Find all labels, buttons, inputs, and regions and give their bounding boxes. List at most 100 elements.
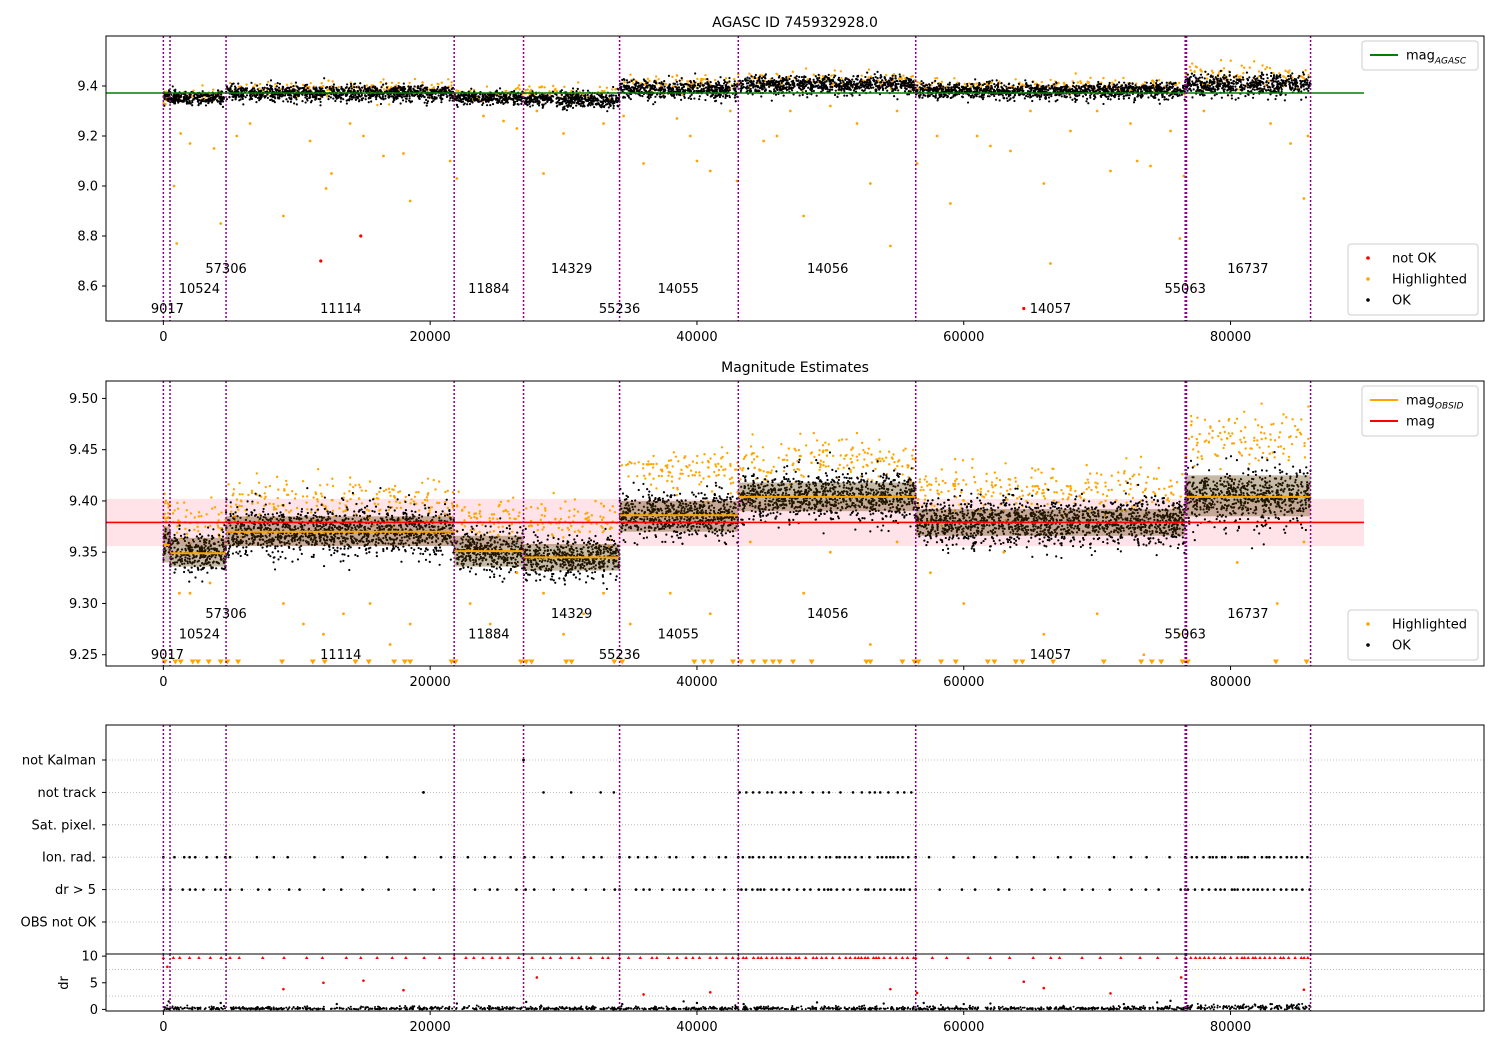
ok-point [890, 78, 893, 82]
highlighted-point [301, 83, 305, 87]
ok-point [899, 75, 902, 78]
ok-point [823, 81, 826, 84]
ok-point [1117, 95, 1120, 98]
highlighted-point [598, 85, 602, 89]
ok-point [171, 85, 174, 88]
ok-point [1160, 81, 1164, 84]
highlighted-point [528, 90, 532, 93]
ok-point [573, 96, 576, 99]
ok-point [566, 101, 569, 104]
ok-point [892, 95, 896, 98]
ok-point [616, 87, 619, 90]
ok-point [901, 80, 904, 83]
ok-point [654, 86, 657, 89]
ok-point [831, 88, 834, 91]
ok-point [804, 90, 808, 93]
highlighted-point [421, 81, 424, 84]
highlighted-point [1287, 71, 1290, 74]
highlighted-point [1282, 75, 1286, 78]
ok-point [397, 84, 400, 88]
ok-point [793, 82, 796, 85]
ok-point [835, 85, 838, 89]
clip-agasc-layer [106, 59, 1364, 311]
ok-point [874, 88, 877, 91]
ok-point [531, 90, 534, 93]
ok-point [1159, 82, 1162, 86]
ok-point [807, 86, 810, 89]
ok-point [727, 90, 730, 93]
highlighted-point [902, 74, 905, 77]
highlighted-point [322, 84, 325, 88]
highlighted-point [530, 88, 533, 91]
highlighted-point [563, 85, 566, 89]
ok-point [612, 85, 615, 89]
ok-point [426, 100, 430, 103]
ok-point [204, 93, 207, 96]
ok-point [822, 87, 825, 90]
ok-point [266, 96, 269, 100]
ok-point [715, 94, 719, 98]
ok-point [682, 89, 685, 93]
highlighted-point [696, 77, 699, 81]
ok-point [221, 105, 225, 108]
highlighted-point [201, 84, 204, 87]
highlighted-point [1219, 59, 1223, 62]
ok-point [1031, 80, 1034, 83]
ok-point [879, 73, 882, 77]
highlighted-point [516, 86, 520, 89]
ok-point [327, 98, 330, 101]
ok-point [741, 79, 744, 83]
highlighted-point [397, 81, 400, 85]
ok-point [552, 95, 555, 98]
ok-point [944, 86, 947, 89]
ok-point [330, 88, 333, 92]
highlighted-point [963, 82, 966, 86]
highlighted-point [998, 80, 1001, 83]
highlighted-point [437, 83, 440, 86]
ok-point [402, 88, 405, 92]
ok-point [498, 87, 502, 90]
ok-point [173, 102, 176, 105]
ok-point [563, 105, 566, 108]
ok-point [208, 98, 211, 101]
ok-point [680, 83, 683, 87]
ok-point [615, 96, 619, 99]
ok-point [384, 94, 387, 98]
ok-point [829, 85, 832, 88]
ok-point [1165, 86, 1168, 89]
ok-point [273, 101, 276, 104]
ok-point [491, 102, 495, 106]
ok-point [289, 86, 292, 89]
highlighted-point [379, 80, 383, 84]
ok-point [695, 89, 698, 93]
ok-point [408, 97, 411, 100]
ok-point [837, 78, 840, 81]
highlighted-point [1278, 72, 1281, 75]
ok-point [869, 77, 872, 80]
highlighted-point [526, 88, 529, 91]
ok-point [1081, 95, 1085, 98]
highlighted-point [704, 77, 707, 81]
ok-point [746, 85, 749, 88]
ok-point [490, 97, 493, 100]
highlighted-point [1191, 62, 1194, 65]
ok-point [228, 96, 231, 99]
ok-point [749, 80, 752, 83]
ok-point [679, 94, 682, 97]
ok-point [679, 98, 683, 101]
ok-point [860, 84, 863, 87]
ok-point [402, 82, 405, 85]
highlighted-point [867, 76, 870, 79]
ok-point [413, 85, 416, 88]
ok-point [610, 94, 613, 97]
ok-point [328, 85, 331, 89]
ok-point [380, 86, 383, 89]
ok-point [852, 75, 855, 78]
ok-point [601, 102, 604, 105]
ok-point [732, 87, 735, 90]
ok-point [178, 96, 181, 99]
highlighted-point [309, 81, 312, 85]
ok-point [281, 94, 285, 97]
ok-point [827, 78, 830, 81]
ok-point [630, 79, 633, 83]
